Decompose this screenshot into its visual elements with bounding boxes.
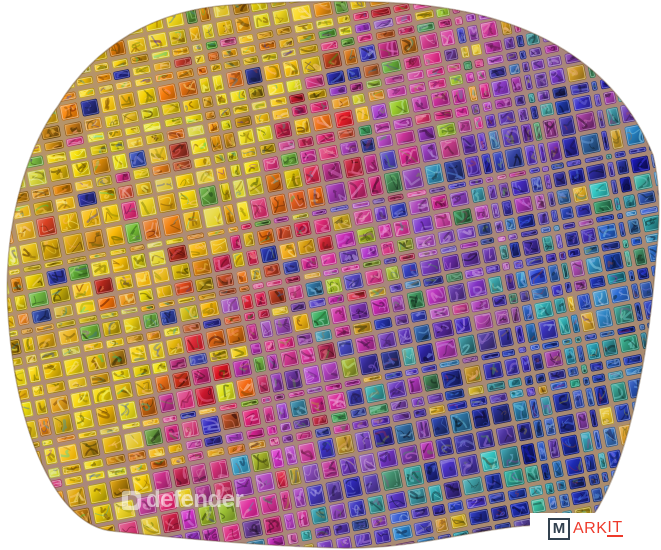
markit-watermark: M ARK IT [530, 513, 661, 544]
markit-text: ARK [573, 519, 608, 537]
markit-text-underlined: IT [607, 519, 623, 537]
markit-m-box: M [548, 517, 570, 540]
